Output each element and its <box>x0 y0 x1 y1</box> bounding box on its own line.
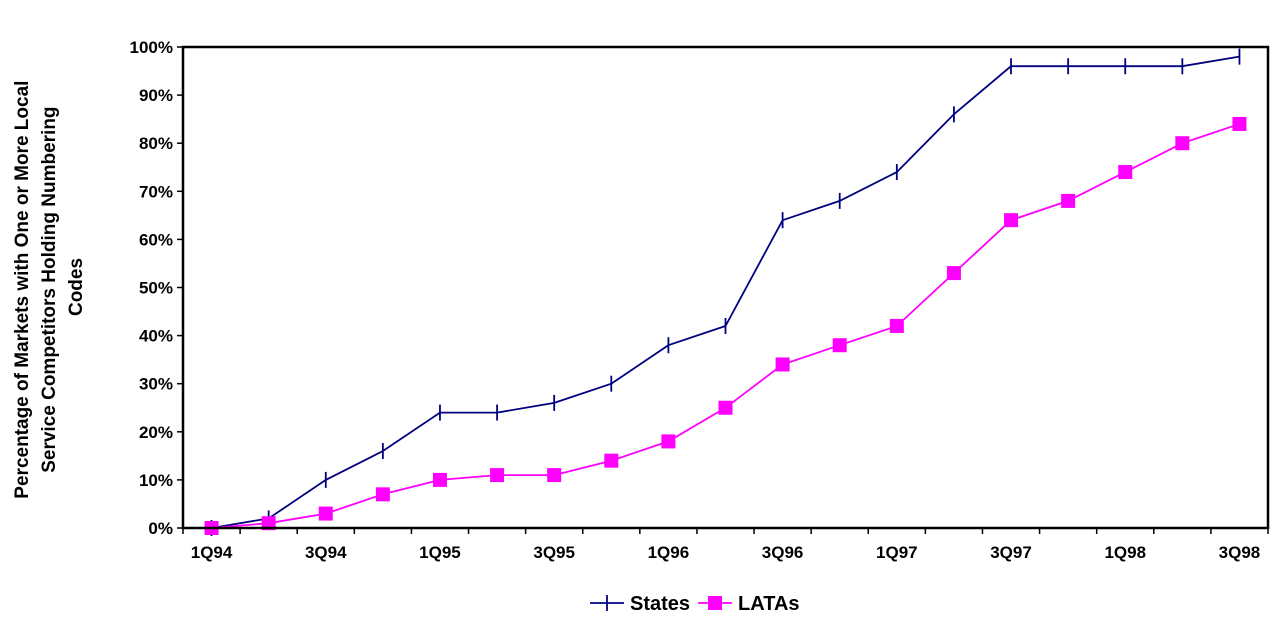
y-tick-label: 30% <box>139 375 173 394</box>
plot-area-border <box>181 45 1270 530</box>
x-tick-label: 3Q96 <box>762 543 804 562</box>
data-point-latas <box>661 434 676 449</box>
series-layer <box>204 48 1247 536</box>
x-tick-label: 1Q98 <box>1104 543 1146 562</box>
data-point-latas <box>1118 165 1133 180</box>
y-tick-label: 50% <box>139 279 173 298</box>
legend-item-latas: LATAs <box>698 593 800 615</box>
series-latas <box>204 116 1247 535</box>
x-tick-label: 3Q94 <box>305 543 347 562</box>
x-tick-label: 1Q97 <box>876 543 918 562</box>
data-point-latas <box>946 266 961 281</box>
data-point-latas <box>775 357 790 372</box>
y-tick-label: 100% <box>130 38 173 57</box>
y-axis-title: Percentage of Markets with One or More L… <box>12 75 87 498</box>
data-point-latas <box>432 472 447 487</box>
series-line-states <box>211 55 1240 529</box>
x-tick-label: 3Q95 <box>533 543 575 562</box>
data-point-latas <box>547 468 562 483</box>
data-point-latas <box>832 338 847 353</box>
data-point-latas <box>318 506 333 521</box>
legend-label: LATAs <box>738 593 799 615</box>
data-point-latas <box>1175 136 1190 151</box>
y-tick-label: 20% <box>139 423 173 442</box>
y-tick-label: 0% <box>148 519 173 538</box>
x-axis-ticks: 1Q94 3Q94 1Q95 3Q95 1Q96 3Q96 1Q97 3Q97 1Q98 3Q98 <box>182 528 1269 562</box>
y-tick-label: 40% <box>139 327 173 346</box>
x-tick-label: 1Q94 <box>191 543 233 562</box>
y-tick-label: 60% <box>139 230 173 249</box>
x-tick-label: 1Q95 <box>419 543 461 562</box>
data-point-latas <box>490 468 505 483</box>
x-tick-label: 1Q96 <box>648 543 690 562</box>
data-point-latas <box>1061 193 1076 208</box>
y-tick-label: 10% <box>139 471 173 490</box>
y-axis-title-line-1: Percentage of Markets with One or More L… <box>12 81 33 499</box>
legend: States LATAs <box>590 593 800 615</box>
data-point-latas <box>1232 116 1247 131</box>
data-point-latas <box>604 453 619 468</box>
data-point-latas <box>261 516 276 531</box>
legend-label: States <box>630 593 690 615</box>
data-point-latas <box>718 400 733 415</box>
data-point-latas <box>889 318 904 333</box>
y-tick-label: 90% <box>139 86 173 105</box>
data-point-latas <box>1004 213 1019 228</box>
y-tick-label: 80% <box>139 134 173 153</box>
y-axis-title-line-3: Codes <box>66 258 87 316</box>
y-axis-ticks: 0% 10% 20% 30% 40% 50% 60% 70% 80% 90% 100% <box>130 38 183 538</box>
x-tick-label: 3Q98 <box>1219 543 1261 562</box>
x-tick-label: 3Q97 <box>990 543 1032 562</box>
y-tick-label: 70% <box>139 182 173 201</box>
legend-item-states: States <box>590 593 690 615</box>
legend-marker-square <box>708 596 723 610</box>
y-axis-title-line-2: Service Competitors Holding Numbering <box>39 106 60 472</box>
data-point-latas <box>375 487 390 502</box>
series-states <box>210 48 1241 536</box>
